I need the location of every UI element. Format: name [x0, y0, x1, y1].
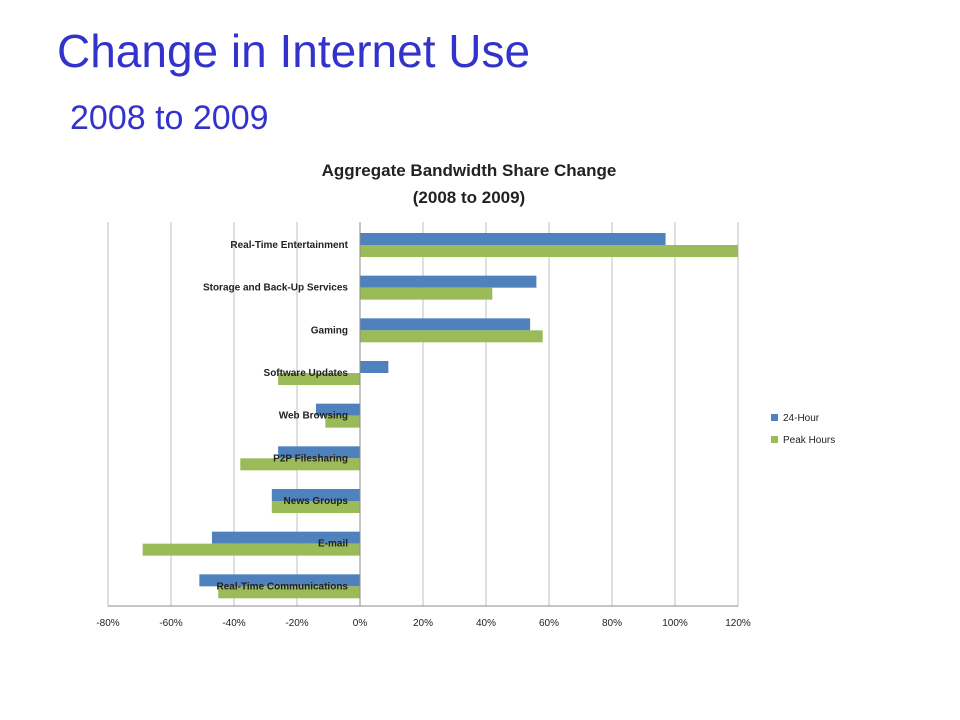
- chart-subtitle: (2008 to 2009): [413, 188, 525, 207]
- x-tick-label: 80%: [602, 618, 622, 629]
- category-label: Gaming: [311, 325, 348, 336]
- bar-peak-hours: [218, 586, 360, 599]
- category-labels: Real-Time Entertainment Storage and Back-…: [203, 240, 349, 592]
- bar-24-hour: [278, 446, 360, 459]
- x-tick-label: 100%: [662, 618, 688, 629]
- legend: 24-Hour Peak Hours: [771, 413, 835, 446]
- legend-swatch: [771, 414, 778, 421]
- bar-24-hour: [315, 403, 360, 416]
- bar-peak-hours: [325, 415, 360, 428]
- bar-24-hour: [199, 574, 360, 587]
- bar-peak-hours: [142, 543, 360, 556]
- category-label: Software Updates: [264, 368, 349, 379]
- x-tick-label: 40%: [476, 618, 496, 629]
- category-label: Real-Time Entertainment: [230, 240, 348, 251]
- bar-24-hour: [360, 361, 389, 373]
- bar-peak-hours: [278, 373, 360, 385]
- category-label: Storage and Back-Up Services: [203, 283, 348, 294]
- x-tick-labels: -80% -60% -40% -20% 0% 20% 40% 60% 80% 100% 120%: [96, 618, 751, 629]
- bar-24-hour: [360, 275, 537, 288]
- category-label: Real-Time Communications: [216, 581, 348, 592]
- bar-24-hour: [360, 318, 531, 331]
- bar-peak-hours: [360, 330, 543, 343]
- bar-24-hour: [211, 531, 360, 544]
- category-label: E-mail: [318, 539, 348, 550]
- bar-peak-hours: [240, 458, 360, 471]
- category-label: P2P Filesharing: [273, 453, 348, 464]
- category-label: News Groups: [284, 496, 349, 507]
- category-label: Web Browsing: [279, 411, 348, 422]
- slide-subtitle: 2008 to 2009: [70, 99, 269, 137]
- legend-swatch: [771, 436, 778, 443]
- bar-24-hour: [360, 233, 666, 245]
- slide-title: Change in Internet Use: [57, 25, 531, 77]
- bar-peak-hours: [360, 245, 738, 257]
- bar-peak-hours: [360, 287, 493, 300]
- x-tick-label: -40%: [222, 618, 245, 629]
- x-tick-label: 120%: [725, 618, 751, 629]
- x-tick-label: 60%: [539, 618, 559, 629]
- x-tick-label: 0%: [353, 618, 368, 629]
- chart-title: Aggregate Bandwidth Share Change: [322, 161, 617, 180]
- x-tick-label: 20%: [413, 618, 433, 629]
- x-tick-label: -20%: [285, 618, 308, 629]
- bar-24-hour: [271, 489, 360, 501]
- bar-group: [142, 233, 738, 599]
- x-tick-label: -80%: [96, 618, 119, 629]
- legend-label: 24-Hour: [783, 413, 820, 424]
- legend-label: Peak Hours: [783, 435, 835, 446]
- bar-peak-hours: [271, 501, 360, 513]
- x-tick-label: -60%: [159, 618, 182, 629]
